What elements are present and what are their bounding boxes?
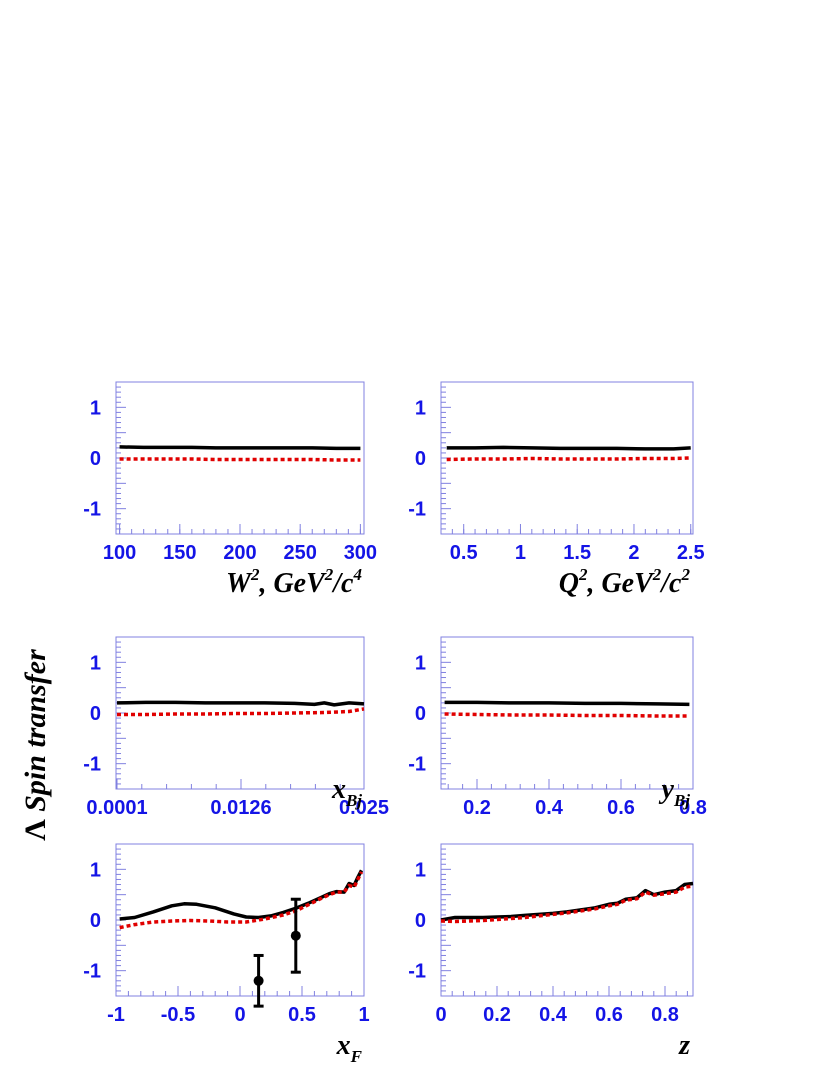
x-tick-label: 0.6 bbox=[595, 1004, 623, 1026]
x-axis-title-part: 2 bbox=[681, 565, 691, 584]
x-tick-label: 0.6 bbox=[607, 797, 635, 819]
x-tick-label: 0.025 bbox=[339, 797, 389, 819]
x-axis-title-part: , GeV bbox=[258, 568, 327, 599]
x-tick-label: 0.5 bbox=[288, 1004, 316, 1026]
y-tick-label: 0 bbox=[415, 910, 426, 932]
x-axis-title: xF bbox=[336, 1030, 363, 1066]
plot-frame bbox=[115, 843, 365, 997]
x-tick-label: 0.0126 bbox=[210, 797, 271, 819]
x-axis-title: W2, GeV2/c4 bbox=[226, 565, 362, 599]
y-tick-label: 1 bbox=[90, 652, 101, 674]
x-axis-title-part: /c bbox=[331, 568, 354, 599]
x-axis-title-part: Q bbox=[559, 568, 579, 599]
x-axis-title-part: 2 bbox=[652, 565, 662, 584]
y-tick-label: 0 bbox=[415, 703, 426, 725]
y-tick-label: 1 bbox=[415, 859, 426, 881]
x-axis-title: Q2, GeV2/c2 bbox=[559, 565, 691, 599]
x-tick-label: 1 bbox=[515, 542, 526, 564]
x-tick-label: 2 bbox=[628, 542, 639, 564]
x-axis-title-part: y bbox=[659, 774, 675, 805]
y-tick-label: 1 bbox=[90, 859, 101, 881]
x-axis-title: z bbox=[678, 1030, 690, 1061]
x-axis-title-part: , GeV bbox=[586, 568, 655, 599]
y-tick-label: 0 bbox=[90, 448, 101, 470]
x-axis-title-part: x bbox=[331, 774, 346, 805]
dotted-curve bbox=[446, 456, 691, 462]
dotted-curve bbox=[117, 707, 365, 717]
y-tick-label: -1 bbox=[408, 499, 426, 521]
x-tick-label: 0.4 bbox=[539, 1004, 568, 1026]
y-tick-label: 1 bbox=[90, 397, 101, 419]
x-axis-title-part: 2 bbox=[250, 565, 260, 584]
data-point bbox=[253, 975, 264, 986]
x-tick-label: 300 bbox=[344, 542, 377, 564]
solid-curve bbox=[444, 700, 690, 707]
x-tick-label: 0.8 bbox=[679, 797, 707, 819]
data-point bbox=[290, 930, 301, 941]
x-tick-label: 0.4 bbox=[535, 797, 564, 819]
x-axis-title-part: 4 bbox=[353, 565, 363, 584]
x-tick-label: 0.2 bbox=[463, 797, 491, 819]
x-axis-title: yBj bbox=[659, 774, 691, 810]
x-axis-title-part: Bj bbox=[673, 791, 690, 810]
x-tick-label: -1 bbox=[107, 1004, 125, 1026]
y-tick-label: -1 bbox=[83, 754, 101, 776]
y-tick-label: 0 bbox=[90, 910, 101, 932]
x-tick-label: 0.2 bbox=[483, 1004, 511, 1026]
panel-5: 10-1-1 -0.5 0 0.5 1xF bbox=[83, 843, 370, 1066]
dotted-curve bbox=[444, 712, 690, 718]
x-tick-label: 0 bbox=[234, 1004, 245, 1026]
x-axis-title-part: Bj bbox=[345, 791, 362, 810]
solid-curve bbox=[119, 869, 364, 921]
x-axis-title: xBj bbox=[331, 774, 362, 810]
y-tick-label: 1 bbox=[415, 652, 426, 674]
y-tick-label: 1 bbox=[415, 397, 426, 419]
x-axis-title-part: x bbox=[336, 1030, 351, 1061]
y-axis-title: Λ Spin transfer bbox=[19, 649, 52, 841]
y-tick-label: -1 bbox=[83, 499, 101, 521]
x-tick-label: 150 bbox=[163, 542, 196, 564]
x-axis-title-part: z bbox=[678, 1030, 690, 1061]
x-axis-title-part: F bbox=[350, 1047, 363, 1066]
x-tick-label: 0 bbox=[435, 1004, 446, 1026]
x-axis-title-part: W bbox=[226, 568, 253, 599]
x-tick-label: 200 bbox=[223, 542, 256, 564]
dotted-curve bbox=[119, 871, 364, 930]
x-tick-label: 100 bbox=[103, 542, 136, 564]
y-tick-label: -1 bbox=[83, 961, 101, 983]
plot-frame bbox=[440, 636, 694, 790]
y-tick-label: -1 bbox=[408, 754, 426, 776]
panel-6: 1 0 -1 0 0.2 0.4 0.6 0.8 z bbox=[408, 843, 694, 1061]
solid-curve bbox=[116, 700, 365, 707]
x-axis-title-part: 2 bbox=[324, 565, 334, 584]
x-tick-label: 0.8 bbox=[651, 1004, 679, 1026]
solid-curve bbox=[446, 445, 691, 451]
dotted-curve bbox=[119, 457, 361, 462]
panel-2: 10-10.5 1 1.5 2 2.5Q2, GeV2/c2 bbox=[408, 381, 705, 599]
y-tick-label: -1 bbox=[408, 961, 426, 983]
x-axis-title-part: 2 bbox=[578, 565, 588, 584]
x-tick-label: 0.5 bbox=[450, 542, 478, 564]
y-tick-label: 0 bbox=[90, 703, 101, 725]
lambda-symbol: Λ bbox=[19, 819, 52, 841]
x-tick-label: 1 bbox=[358, 1004, 369, 1026]
dotted-curve bbox=[440, 884, 694, 924]
y-axis-title-text: Spin transfer bbox=[19, 649, 52, 819]
x-axis-title-part: /c bbox=[659, 568, 682, 599]
x-tick-label: 1.5 bbox=[563, 542, 591, 564]
x-tick-label: 250 bbox=[284, 542, 317, 564]
x-tick-label: -0.5 bbox=[161, 1004, 195, 1026]
solid-curve bbox=[119, 445, 361, 451]
y-tick-label: 0 bbox=[415, 448, 426, 470]
x-tick-label: 2.5 bbox=[677, 542, 705, 564]
x-tick-label: 0.0001 bbox=[86, 797, 147, 819]
